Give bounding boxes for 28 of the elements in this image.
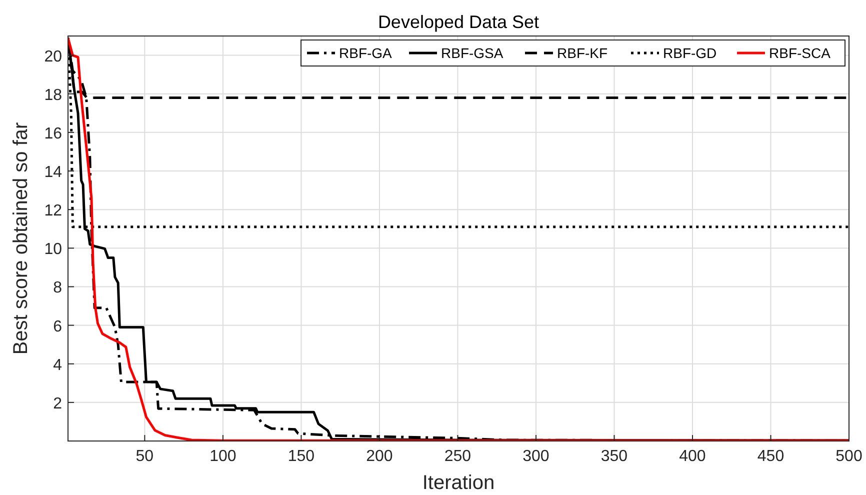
y-tick-label: 20 [44, 48, 62, 66]
legend-label: RBF-GSA [441, 45, 504, 61]
y-axis-title: Best score obtained so far [10, 122, 32, 355]
legend-label: RBF-GA [339, 45, 393, 61]
x-tick-label: 300 [522, 448, 550, 465]
x-tick-label: 100 [210, 448, 236, 465]
y-tick-label: 12 [44, 202, 62, 220]
x-tick-label: 50 [136, 448, 154, 465]
y-tick-label: 6 [53, 318, 62, 336]
x-tick-label: 400 [679, 448, 706, 465]
y-tick-label: 2 [53, 395, 62, 412]
legend-label: RBF-SCA [769, 45, 832, 61]
y-tick-label: 16 [44, 125, 62, 142]
y-tick-label: 14 [44, 164, 62, 181]
y-tick-label: 18 [44, 86, 62, 104]
x-tick-label: 350 [600, 448, 628, 465]
legend-label: RBF-KF [557, 45, 608, 61]
x-tick-label: 200 [366, 448, 393, 465]
x-tick-label: 150 [288, 448, 315, 465]
y-tick-label: 10 [44, 241, 62, 258]
y-tick-label: 4 [53, 356, 62, 374]
x-tick-label: 500 [836, 448, 862, 465]
y-tick-label: 8 [53, 280, 62, 297]
legend-label: RBF-GD [663, 45, 717, 61]
x-tick-label: 250 [444, 448, 472, 465]
chart-title: Developed Data Set [378, 12, 540, 32]
x-tick-label: 450 [757, 448, 784, 465]
x-axis-title: Iteration [422, 472, 495, 494]
